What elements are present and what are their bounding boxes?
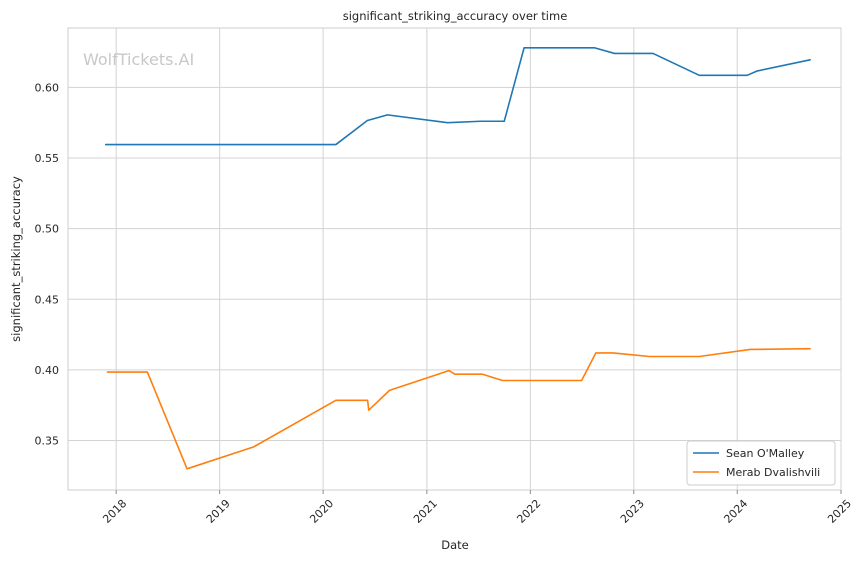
series-lines xyxy=(104,46,811,470)
watermark-text: WolfTickets.AI xyxy=(83,50,194,69)
y-tick-label: 0.45 xyxy=(35,293,60,306)
y-gridlines xyxy=(68,86,841,442)
legend-label-sean-omalley: Sean O'Malley xyxy=(726,447,805,460)
x-gridlines xyxy=(115,28,842,490)
y-tick-label: 0.50 xyxy=(35,223,60,236)
y-tick-label: 0.35 xyxy=(35,435,60,448)
y-tick-label: 0.40 xyxy=(35,364,60,377)
chart-title: significant_striking_accuracy over time xyxy=(343,9,568,23)
y-tick-labels: 0.35 0.40 0.45 0.50 0.55 0.60 xyxy=(35,81,60,447)
series-line-merab-dvalishvili xyxy=(106,347,811,470)
series-line-sean-o-malley xyxy=(104,46,811,146)
x-axis-title: Date xyxy=(441,538,469,552)
y-tick-label: 0.60 xyxy=(35,81,60,94)
plot-area xyxy=(67,27,842,491)
y-tick-label: 0.55 xyxy=(35,152,60,165)
legend-box xyxy=(686,440,836,486)
legend-label-merab-dvalishvili: Merab Dvalishvili xyxy=(726,466,820,479)
legend: Sean O'Malley Merab Dvalishvili xyxy=(686,440,836,486)
y-axis-title: significant_striking_accuracy xyxy=(9,176,23,342)
